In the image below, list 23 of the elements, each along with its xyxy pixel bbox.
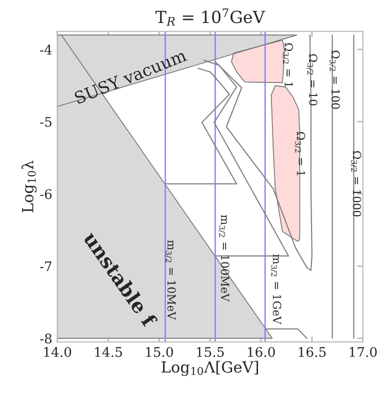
annotation: Ω$_{3/2}$ = 1: [294, 132, 306, 176]
annotation: Ω$_{3/2}$ = 10: [306, 54, 318, 106]
x-tick-label: 15.0: [146, 347, 173, 357]
chart-title: T$_{R}$ = 10$^{7}$GeV: [156, 8, 266, 26]
y-tick-label: -5: [40, 117, 52, 127]
annotation: m$_{3/2}$ = 1GeV: [270, 254, 282, 324]
x-tick-label: 16.5: [298, 347, 326, 357]
annotation: Ω$_{3/2}$ = 1: [282, 43, 293, 87]
annotation: Ω$_{3/2}$ = 1000: [350, 151, 362, 216]
x-tick-label: 16.0: [248, 347, 275, 357]
x-tick-label: 15.5: [197, 347, 224, 357]
x-tick-label: 14.0: [44, 347, 72, 357]
annotation: m$_{3/2}$ = 100MeV: [218, 214, 230, 302]
y-tick-label: -8: [40, 334, 52, 344]
y-tick-label: -7: [40, 261, 52, 272]
y-tick-label: -6: [40, 189, 52, 200]
x-tick-label: 14.5: [95, 347, 122, 357]
annotation: m$_{3/2}$ = 10MeV: [165, 240, 176, 320]
x-axis-title: Log$_{10}$Λ[GeV]: [162, 360, 258, 376]
annotation: Ω$_{3/2}$ = 100: [329, 50, 340, 109]
y-tick-label: -4: [40, 44, 52, 55]
x-tick-label: 17.0: [350, 347, 377, 357]
y-axis-title: Log$_{10}$λ: [22, 160, 37, 212]
